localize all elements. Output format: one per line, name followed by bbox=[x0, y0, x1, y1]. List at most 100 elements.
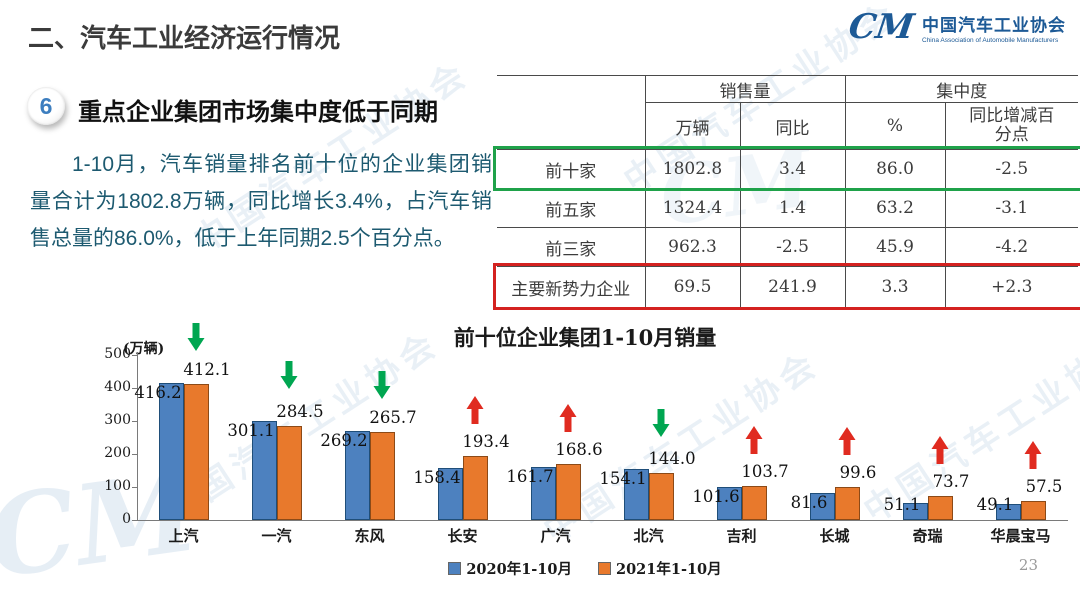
value-label-2020: 416.2 bbox=[134, 382, 182, 402]
bar-group-3: 269.2 265.7 bbox=[320, 355, 417, 520]
bar-2021 bbox=[276, 426, 302, 520]
value-label-2020: 49.1 bbox=[976, 495, 1014, 514]
bar-2021 bbox=[555, 464, 581, 520]
bar-group-5: 161.7 168.6 bbox=[506, 355, 603, 520]
table-row: 前十家 1802.8 3.4 86.0 -2.5 bbox=[497, 149, 1078, 189]
table-cell: 1324.4 bbox=[645, 188, 741, 228]
y-tick-mark bbox=[132, 355, 137, 356]
trend-down-arrow-icon bbox=[279, 360, 299, 394]
bar-2020 bbox=[158, 382, 184, 520]
x-axis-line bbox=[137, 520, 1068, 521]
x-axis-label: 长安 bbox=[447, 528, 478, 545]
org-name-cn: 中国汽车工业协会 bbox=[922, 15, 1066, 35]
table-cell: 1802.8 bbox=[645, 149, 741, 189]
trend-up-arrow-icon bbox=[930, 435, 950, 469]
table-cell: 3.3 bbox=[845, 266, 946, 307]
bar-group-9: 51.1 73.7 bbox=[881, 355, 974, 520]
x-axis-label: 华晨宝马 bbox=[990, 528, 1051, 545]
table-row: 前五家 1324.4 1.4 63.2 -3.1 bbox=[497, 188, 1078, 228]
bar-group-4: 158.4 193.4 bbox=[413, 355, 510, 520]
table-cell: -3.1 bbox=[945, 188, 1078, 228]
table-cell: +2.3 bbox=[945, 266, 1078, 307]
value-label-2020: 51.1 bbox=[883, 495, 921, 514]
table-colgroup-header: 销售量 bbox=[645, 75, 846, 103]
chart-legend: 2020年1-10月 2021年1-10月 bbox=[95, 558, 1075, 579]
bar-2021 bbox=[927, 495, 953, 520]
page-number: 23 bbox=[1018, 556, 1038, 574]
y-tick-mark bbox=[132, 520, 137, 521]
legend-swatch-icon bbox=[598, 562, 611, 575]
y-tick-label: 300 bbox=[104, 412, 131, 428]
table-cell: 1.4 bbox=[740, 188, 846, 228]
bar-group-7: 101.6 103.7 bbox=[692, 355, 789, 520]
legend-item: 2020年1-10月 bbox=[448, 558, 572, 579]
org-logo: CM 中国汽车工业协会 China Association of Automob… bbox=[846, 7, 1066, 47]
table-sub-header: 同比 bbox=[740, 102, 846, 150]
table-row-label: 前五家 bbox=[497, 188, 646, 228]
value-label-2021: 412.1 bbox=[183, 360, 231, 379]
table-sub-header: % bbox=[845, 102, 946, 150]
table-colgroup-header: 集中度 bbox=[845, 75, 1078, 103]
value-label-2020: 81.6 bbox=[790, 493, 828, 513]
x-axis-label: 上汽 bbox=[168, 528, 199, 545]
bar-group-8: 81.6 99.6 bbox=[788, 355, 881, 520]
bar-2020 bbox=[623, 469, 649, 520]
cm-logo-icon: CM bbox=[846, 7, 917, 47]
value-label-2021: 99.6 bbox=[839, 463, 877, 483]
bar-2020 bbox=[902, 503, 928, 520]
x-axis-label: 奇瑞 bbox=[912, 528, 943, 545]
table-cell: 241.9 bbox=[740, 266, 846, 307]
y-tick-label: 500 bbox=[104, 346, 131, 362]
trend-down-arrow-icon bbox=[651, 408, 671, 442]
y-tick-label: 400 bbox=[104, 379, 131, 395]
y-tick-mark bbox=[132, 454, 137, 455]
bar-2021 bbox=[369, 432, 395, 520]
value-label-2020: 154.1 bbox=[599, 469, 647, 489]
bar-group-1: 416.2 412.1 bbox=[134, 322, 231, 520]
y-tick-mark bbox=[132, 487, 137, 488]
table-row-label: 主要新势力企业 bbox=[497, 266, 646, 307]
table-cell: 962.3 bbox=[645, 227, 741, 267]
concentration-table: 销售量 集中度 万辆 同比% 同比增减百分点 前十家 1802.8 3.4 86.0 -2.5 前… bbox=[493, 75, 1080, 310]
y-tick-label: 200 bbox=[104, 445, 131, 461]
body-paragraph: 1-10月，汽车销量排名前十位的企业集团销量合计为1802.8万辆，同比增长3.… bbox=[30, 153, 492, 250]
bar-2020 bbox=[995, 503, 1021, 520]
table-cell: -2.5 bbox=[945, 149, 1078, 189]
table-cell: 45.9 bbox=[845, 227, 946, 267]
bar-group-2: 301.1 284.5 bbox=[227, 355, 324, 520]
x-axis-label: 吉利 bbox=[726, 528, 757, 545]
bar-2020 bbox=[251, 420, 277, 520]
table-cell: -2.5 bbox=[740, 227, 846, 267]
section-number-badge: 6 bbox=[27, 87, 65, 125]
value-label-2021: 57.5 bbox=[1025, 477, 1063, 496]
chart-title: 前十位企业集团1-10月销量 bbox=[453, 325, 717, 350]
bar-group-10: 49.1 57.5 bbox=[974, 355, 1067, 520]
bar-2021 bbox=[462, 456, 488, 520]
x-axis-label: 长城 bbox=[819, 528, 850, 545]
x-axis-label: 东风 bbox=[354, 528, 385, 545]
value-label-2020: 101.6 bbox=[692, 486, 740, 506]
table-row-label: 前十家 bbox=[497, 149, 646, 189]
table-row: 前三家 962.3 -2.5 45.9 -4.2 bbox=[497, 227, 1078, 267]
x-axis-label: 广汽 bbox=[540, 528, 571, 545]
y-axis-line bbox=[137, 352, 138, 520]
trend-up-arrow-icon bbox=[1023, 440, 1043, 474]
value-label-2021: 168.6 bbox=[555, 440, 603, 460]
y-tick-label: 0 bbox=[122, 511, 131, 527]
x-axis-label: 北汽 bbox=[633, 528, 664, 545]
table-corner-cell bbox=[497, 75, 646, 150]
value-label-2021: 144.0 bbox=[648, 448, 696, 468]
value-label-2020: 158.4 bbox=[413, 467, 461, 487]
bar-2021 bbox=[648, 472, 674, 520]
bar-2021 bbox=[741, 485, 767, 520]
org-name-en: China Association of Automobile Manufact… bbox=[922, 36, 1059, 44]
table-row-label: 前三家 bbox=[497, 227, 646, 267]
table-sub-header: 同比增减百分点 bbox=[969, 106, 1055, 145]
legend-swatch-icon bbox=[448, 562, 462, 575]
x-axis-labels: 上汽 一汽 东风 长安 广汽 北汽 吉利 长城 奇瑞 华晨宝马 bbox=[137, 525, 1067, 546]
bar-2020 bbox=[437, 467, 463, 520]
table-cell: -4.2 bbox=[945, 227, 1078, 267]
bar-group-6: 154.1 144.0 bbox=[599, 355, 696, 520]
y-tick-mark bbox=[132, 388, 137, 389]
